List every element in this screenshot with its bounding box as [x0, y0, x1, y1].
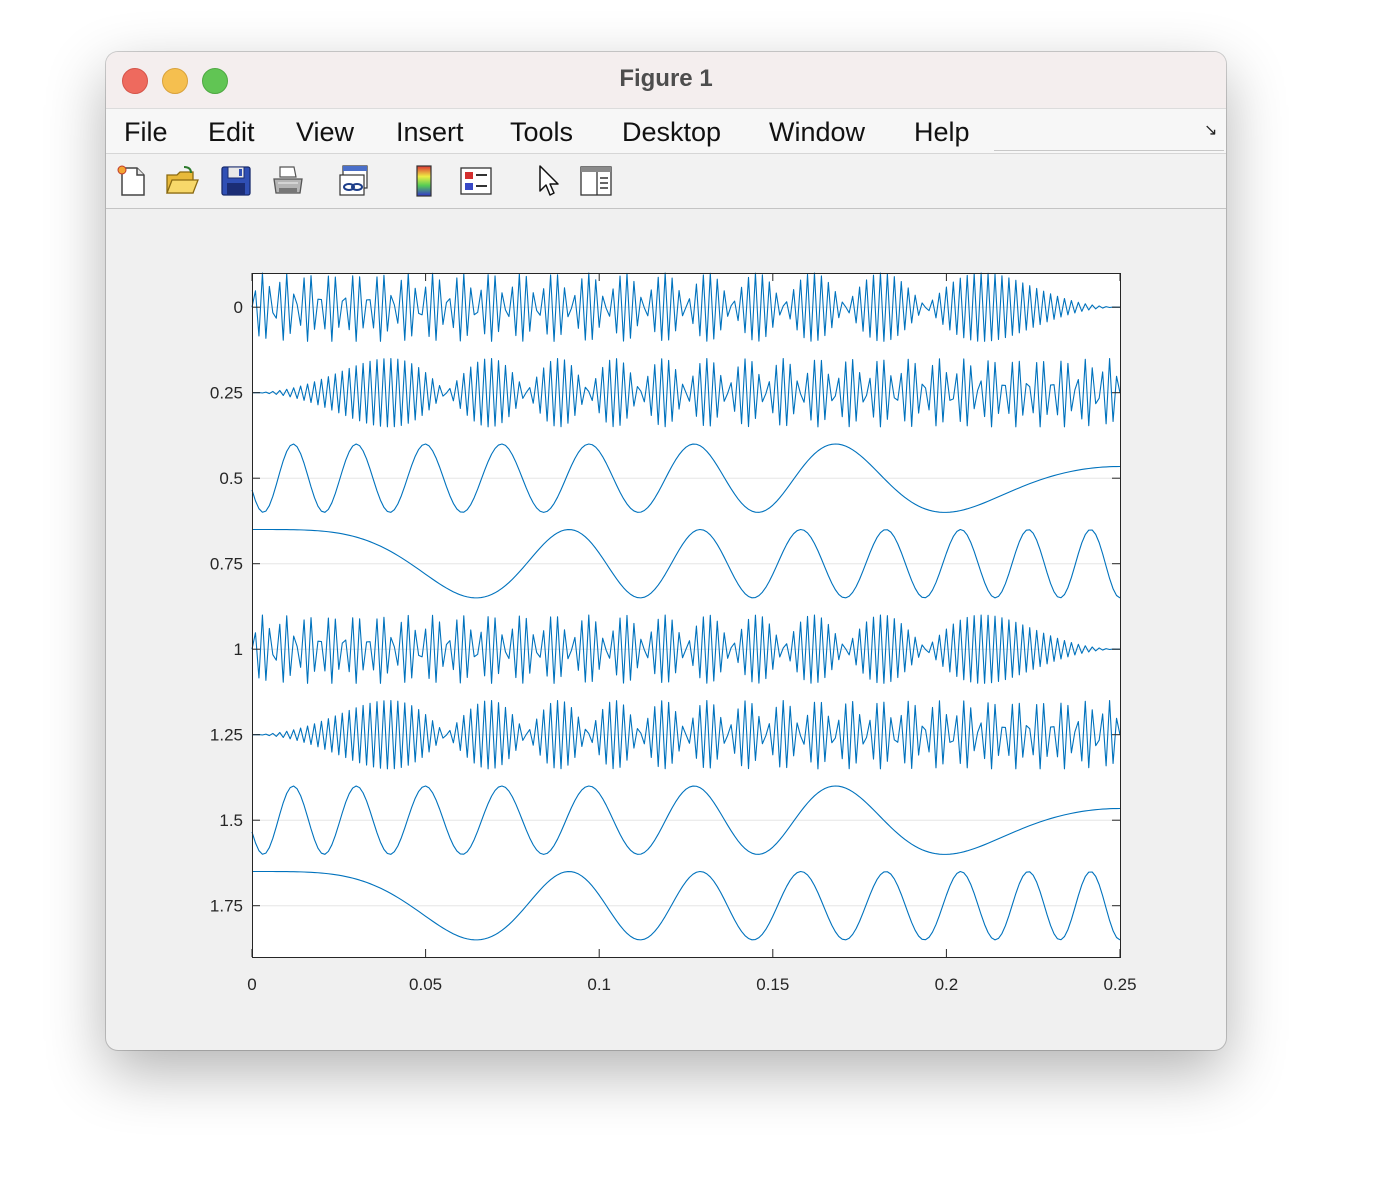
print-icon[interactable]	[270, 163, 306, 199]
y-tick-label: 0.25	[210, 384, 243, 403]
menu-desktop[interactable]: Desktop	[622, 117, 722, 147]
series-line-2	[251, 357, 1121, 428]
insert-colorbar-icon[interactable]	[406, 163, 442, 199]
x-tick-label: 0.1	[587, 975, 611, 994]
toolbar	[106, 153, 1226, 209]
zoom-button[interactable]	[202, 68, 228, 94]
x-tick-label: 0.2	[935, 975, 959, 994]
axes-background[interactable]	[252, 273, 1120, 957]
series-line-1	[251, 272, 1121, 342]
x-axis: 0 0.05 0.1 0.15 0.2 0.25	[247, 273, 1137, 994]
menu-bar: File Edit View Insert Tools Desktop Wind…	[106, 109, 1226, 153]
series-line-8	[252, 870, 1121, 941]
y-tick-label: 0.5	[219, 469, 243, 488]
series-line-7	[251, 785, 1121, 855]
plot-series	[251, 272, 1121, 941]
series-line-4	[252, 528, 1121, 599]
y-tick-label: 0.75	[210, 555, 243, 574]
save-icon[interactable]	[218, 163, 254, 199]
y-axis: 0 0.25 0.5 0.75 1 1.25 1.5 1.75	[210, 298, 1120, 916]
x-tick-label: 0.05	[409, 975, 442, 994]
menu-tools[interactable]: Tools	[510, 117, 574, 147]
menu-help[interactable]: Help	[914, 117, 970, 147]
figure-window: Figure 1 File Edit View Insert Tools Des…	[106, 52, 1226, 1050]
property-inspector-icon[interactable]	[578, 163, 614, 199]
x-tick-label: 0	[247, 975, 256, 994]
y-tick-label: 0	[234, 298, 243, 317]
menu-window[interactable]: Window	[769, 117, 866, 147]
series-line-6	[251, 699, 1121, 770]
menu-edit[interactable]: Edit	[208, 117, 255, 147]
insert-legend-icon[interactable]	[458, 163, 494, 199]
x-tick-label: 0.25	[1103, 975, 1136, 994]
open-file-icon[interactable]	[164, 163, 200, 199]
series-line-3	[251, 443, 1121, 513]
menu-view[interactable]: View	[296, 117, 355, 147]
new-figure-icon[interactable]	[114, 163, 150, 199]
y-tick-label: 1	[234, 640, 243, 659]
dock-arrow-icon[interactable]: ↘	[1204, 122, 1218, 139]
edit-plot-pointer-icon[interactable]	[530, 163, 566, 199]
y-tick-label: 1.5	[219, 811, 243, 830]
minimize-button[interactable]	[162, 68, 188, 94]
y-tick-label: 1.75	[210, 897, 243, 916]
title-bar: Figure 1	[106, 52, 1226, 109]
close-button[interactable]	[122, 68, 148, 94]
plot-canvas: 0 0.05 0.1 0.15 0.2 0.25 0 0.25 0.5 0.75 1 1.25 1.5…	[210, 272, 1137, 994]
link-plot-icon[interactable]	[336, 163, 372, 199]
menu-separator	[994, 150, 1224, 151]
y-tick-label: 1.25	[210, 726, 243, 745]
window-title: Figure 1	[619, 65, 713, 92]
menu-file[interactable]: File	[124, 117, 168, 147]
series-line-5	[251, 614, 1121, 684]
x-tick-label: 0.15	[756, 975, 789, 994]
axes-box	[252, 273, 1121, 958]
menu-insert[interactable]: Insert	[396, 117, 464, 147]
